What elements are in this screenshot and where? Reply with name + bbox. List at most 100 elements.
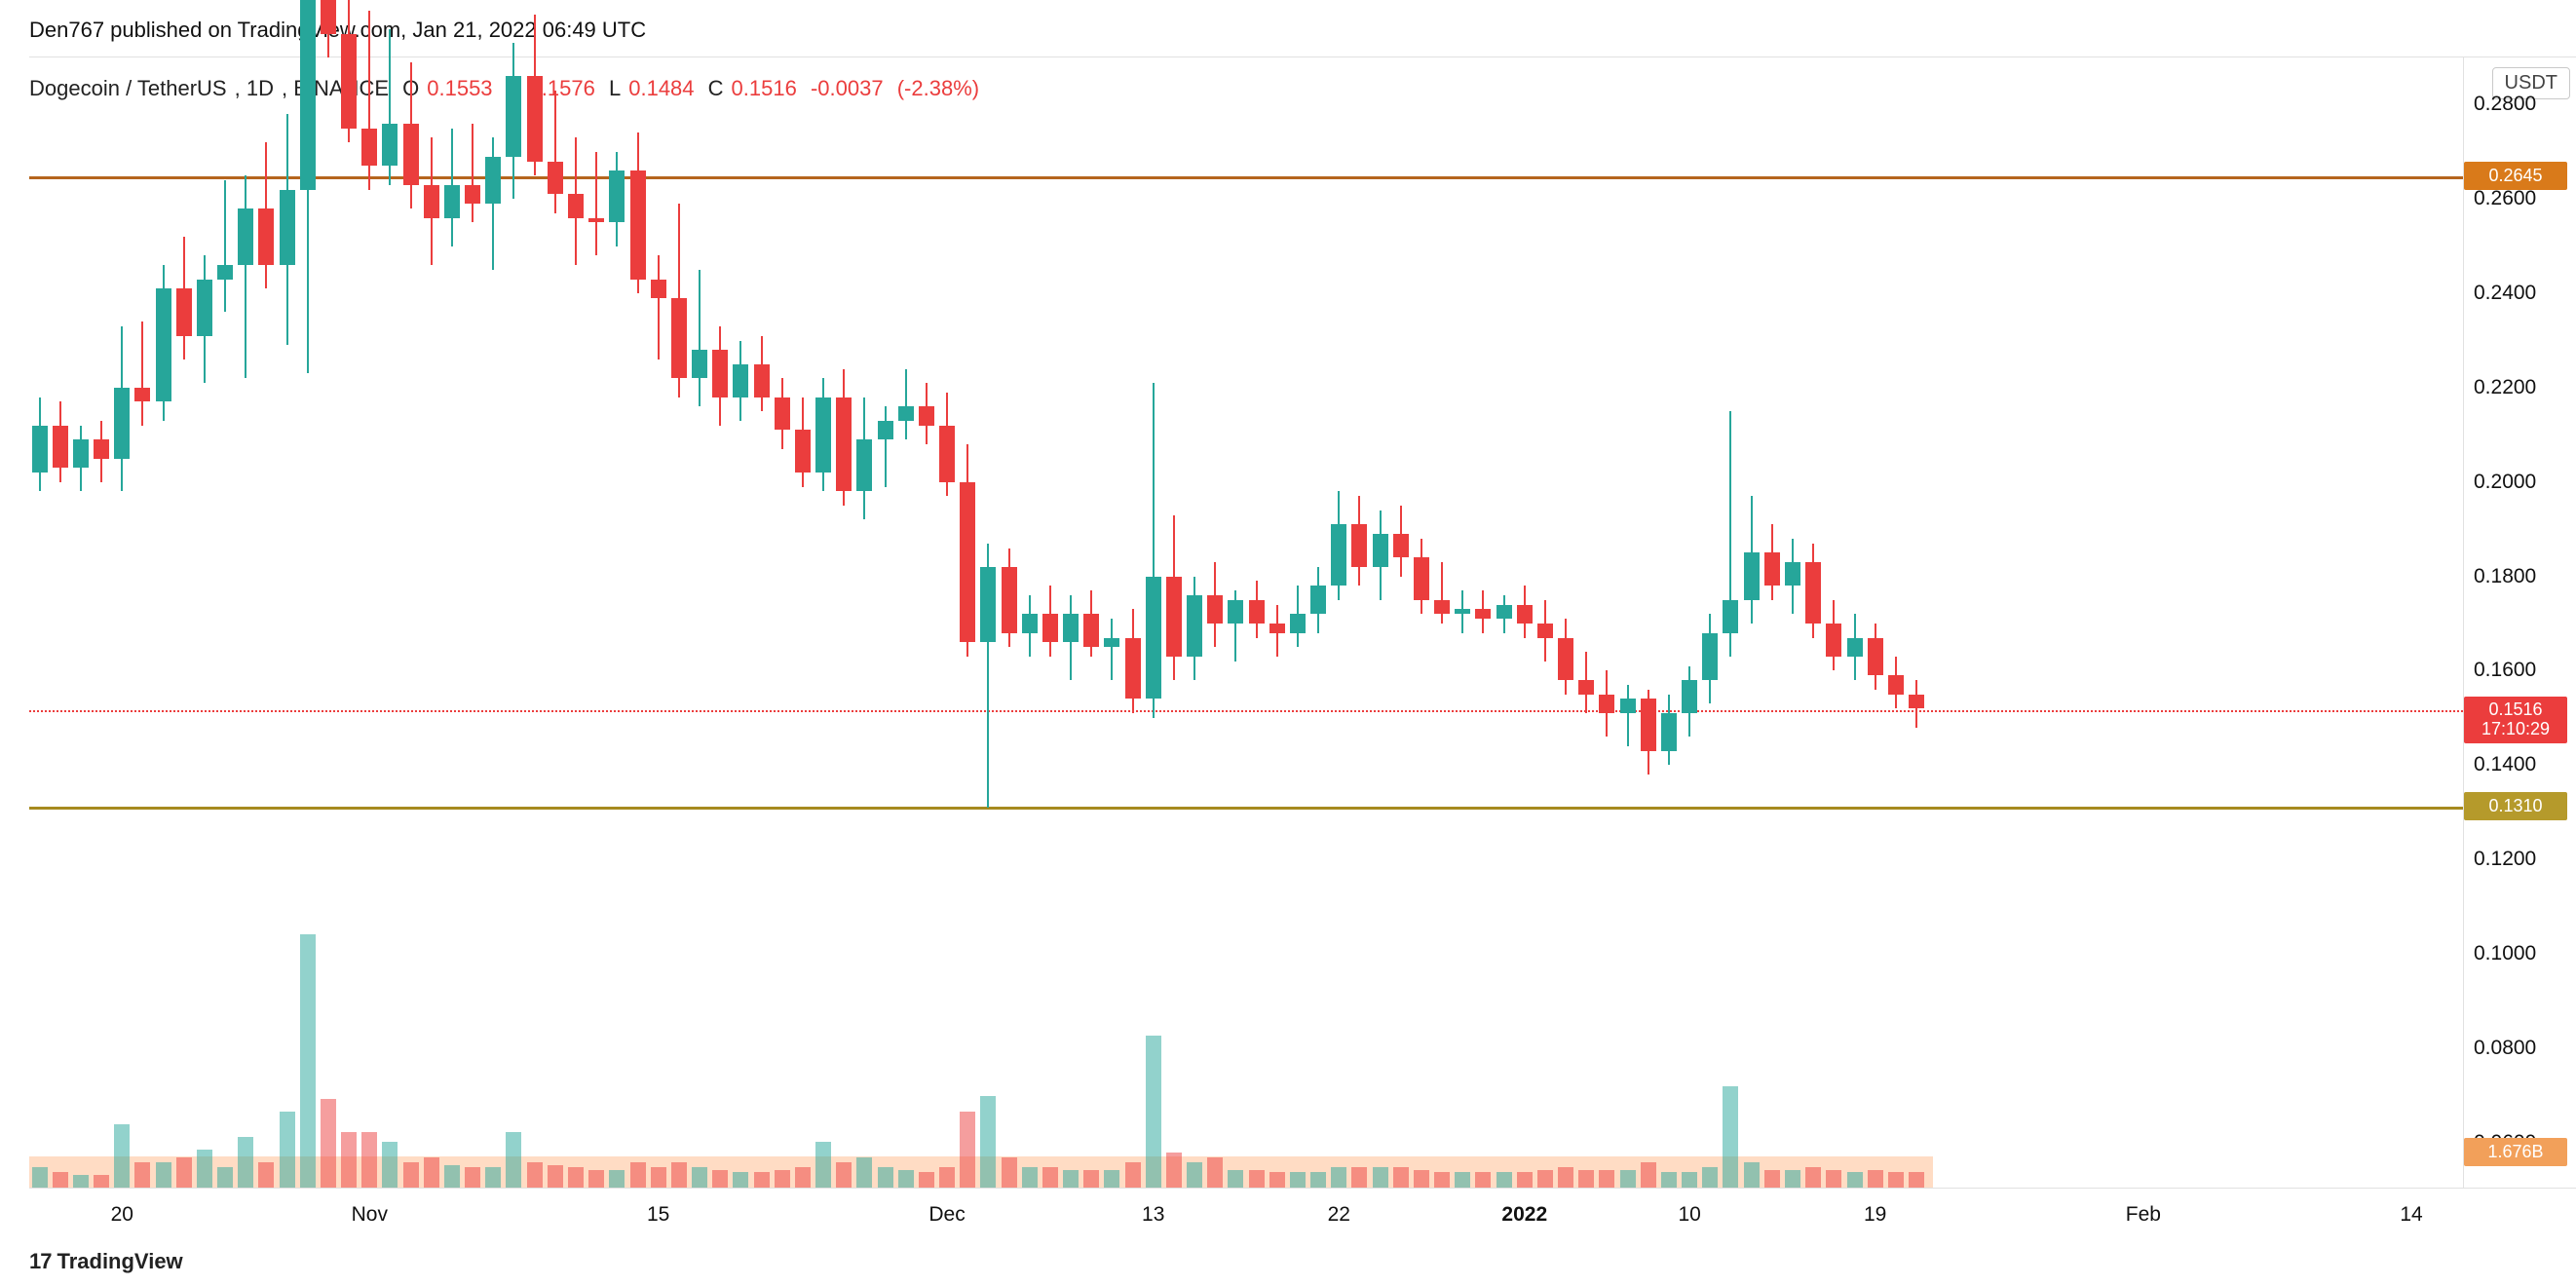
candle-body	[1578, 680, 1594, 695]
volume-bar	[114, 1124, 130, 1188]
volume-bar	[1125, 1162, 1141, 1188]
volume-bar	[1723, 1086, 1738, 1188]
candle-body	[960, 482, 975, 643]
support-line[interactable]	[29, 807, 2463, 810]
volume-bar	[197, 1150, 212, 1188]
volume-bar	[1269, 1172, 1285, 1188]
candle-body	[341, 34, 357, 129]
volume-bar	[651, 1167, 666, 1188]
yaxis-label: 0.0800	[2474, 1037, 2536, 1060]
volume-bar	[1146, 1036, 1161, 1188]
volume-bar	[588, 1170, 604, 1188]
candle-body	[300, 0, 316, 190]
candle-body	[754, 364, 770, 397]
volume-bar	[1022, 1167, 1038, 1188]
price-axis[interactable]: USDT 0.28000.26000.24000.22000.20000.180…	[2463, 57, 2576, 1189]
volume-bar	[1764, 1170, 1780, 1188]
candle-body	[856, 439, 872, 491]
candle-body	[403, 124, 419, 185]
candle-wick	[245, 175, 246, 378]
candle-body	[1868, 638, 1883, 676]
volume-bar	[1166, 1153, 1182, 1188]
volume-bar	[382, 1142, 398, 1188]
volume-bar	[361, 1132, 377, 1188]
publish-info: Den767 published on TradingView.com, Jan…	[29, 18, 646, 43]
candle-body	[568, 194, 584, 217]
volume-bar	[1847, 1172, 1863, 1188]
candle-body	[733, 364, 748, 397]
candle-body	[1641, 699, 1656, 750]
candle-body	[73, 439, 89, 468]
candle-body	[424, 185, 439, 218]
volume-bar	[1290, 1172, 1306, 1188]
volume-bar	[134, 1162, 150, 1188]
candle-body	[1826, 624, 1841, 657]
volume-bar	[1063, 1170, 1079, 1188]
volume-bar	[1228, 1170, 1243, 1188]
volume-bar	[1373, 1167, 1388, 1188]
candlestick-chart[interactable]: 20Nov15Dec132220221019Feb14	[29, 57, 2463, 1189]
candle-wick	[141, 322, 143, 426]
volume-bar	[1599, 1170, 1614, 1188]
candle-body	[898, 406, 914, 421]
candle-body	[1785, 562, 1800, 586]
candle-body	[671, 298, 687, 378]
volume-bar	[775, 1170, 790, 1188]
candle-body	[361, 129, 377, 167]
volume-bar	[1702, 1167, 1718, 1188]
volume-bar	[527, 1162, 543, 1188]
volume-bar	[1909, 1172, 1924, 1188]
volume-bar	[238, 1137, 253, 1188]
volume-bar	[1537, 1170, 1553, 1188]
volume-bar	[1620, 1170, 1636, 1188]
volume-bar	[754, 1172, 770, 1188]
candle-body	[1764, 552, 1780, 586]
candle-body	[1909, 695, 1924, 709]
yaxis-label: 0.1000	[2474, 942, 2536, 965]
candle-body	[815, 397, 831, 473]
volume-bar	[1475, 1172, 1491, 1188]
xaxis-label: 19	[1864, 1203, 1886, 1227]
candle-body	[1455, 609, 1470, 614]
candle-body	[1228, 600, 1243, 624]
yaxis-label: 0.2600	[2474, 187, 2536, 210]
volume-bar	[548, 1165, 563, 1188]
volume-bar	[465, 1167, 480, 1188]
candle-body	[382, 124, 398, 167]
xaxis-label: 22	[1328, 1203, 1350, 1227]
candle-body	[1888, 675, 1904, 694]
yaxis-label: 0.2400	[2474, 282, 2536, 305]
volume-bar	[980, 1096, 996, 1188]
candle-body	[156, 288, 171, 401]
volume-bar	[217, 1167, 233, 1188]
volume-bar	[795, 1167, 811, 1188]
volume-bar	[1042, 1167, 1058, 1188]
xaxis-label: 13	[1142, 1203, 1164, 1227]
volume-bar	[156, 1162, 171, 1188]
xaxis-label: Feb	[2126, 1203, 2161, 1227]
candle-body	[485, 157, 501, 204]
volume-bar	[403, 1162, 419, 1188]
volume-bar	[73, 1175, 89, 1188]
volume-bar	[960, 1112, 975, 1188]
xaxis-label: 14	[2400, 1203, 2422, 1227]
volume-bar	[1002, 1157, 1017, 1188]
candle-body	[114, 388, 130, 459]
candle-body	[1723, 600, 1738, 633]
candle-body	[1042, 614, 1058, 642]
candle-body	[1083, 614, 1099, 647]
candle-body	[1187, 595, 1202, 657]
candle-body	[630, 170, 646, 279]
candle-body	[321, 0, 336, 34]
candle-body	[692, 350, 707, 378]
resistance-line[interactable]	[29, 176, 2463, 179]
xaxis-label: 15	[647, 1203, 669, 1227]
candle-body	[465, 185, 480, 204]
volume-bar	[1249, 1170, 1265, 1188]
volume-bar	[1207, 1157, 1223, 1188]
candle-body	[1537, 624, 1553, 638]
candle-body	[1249, 600, 1265, 624]
candle-wick	[472, 124, 474, 223]
yaxis-label: 0.1600	[2474, 659, 2536, 682]
yaxis-label: 0.2200	[2474, 376, 2536, 399]
